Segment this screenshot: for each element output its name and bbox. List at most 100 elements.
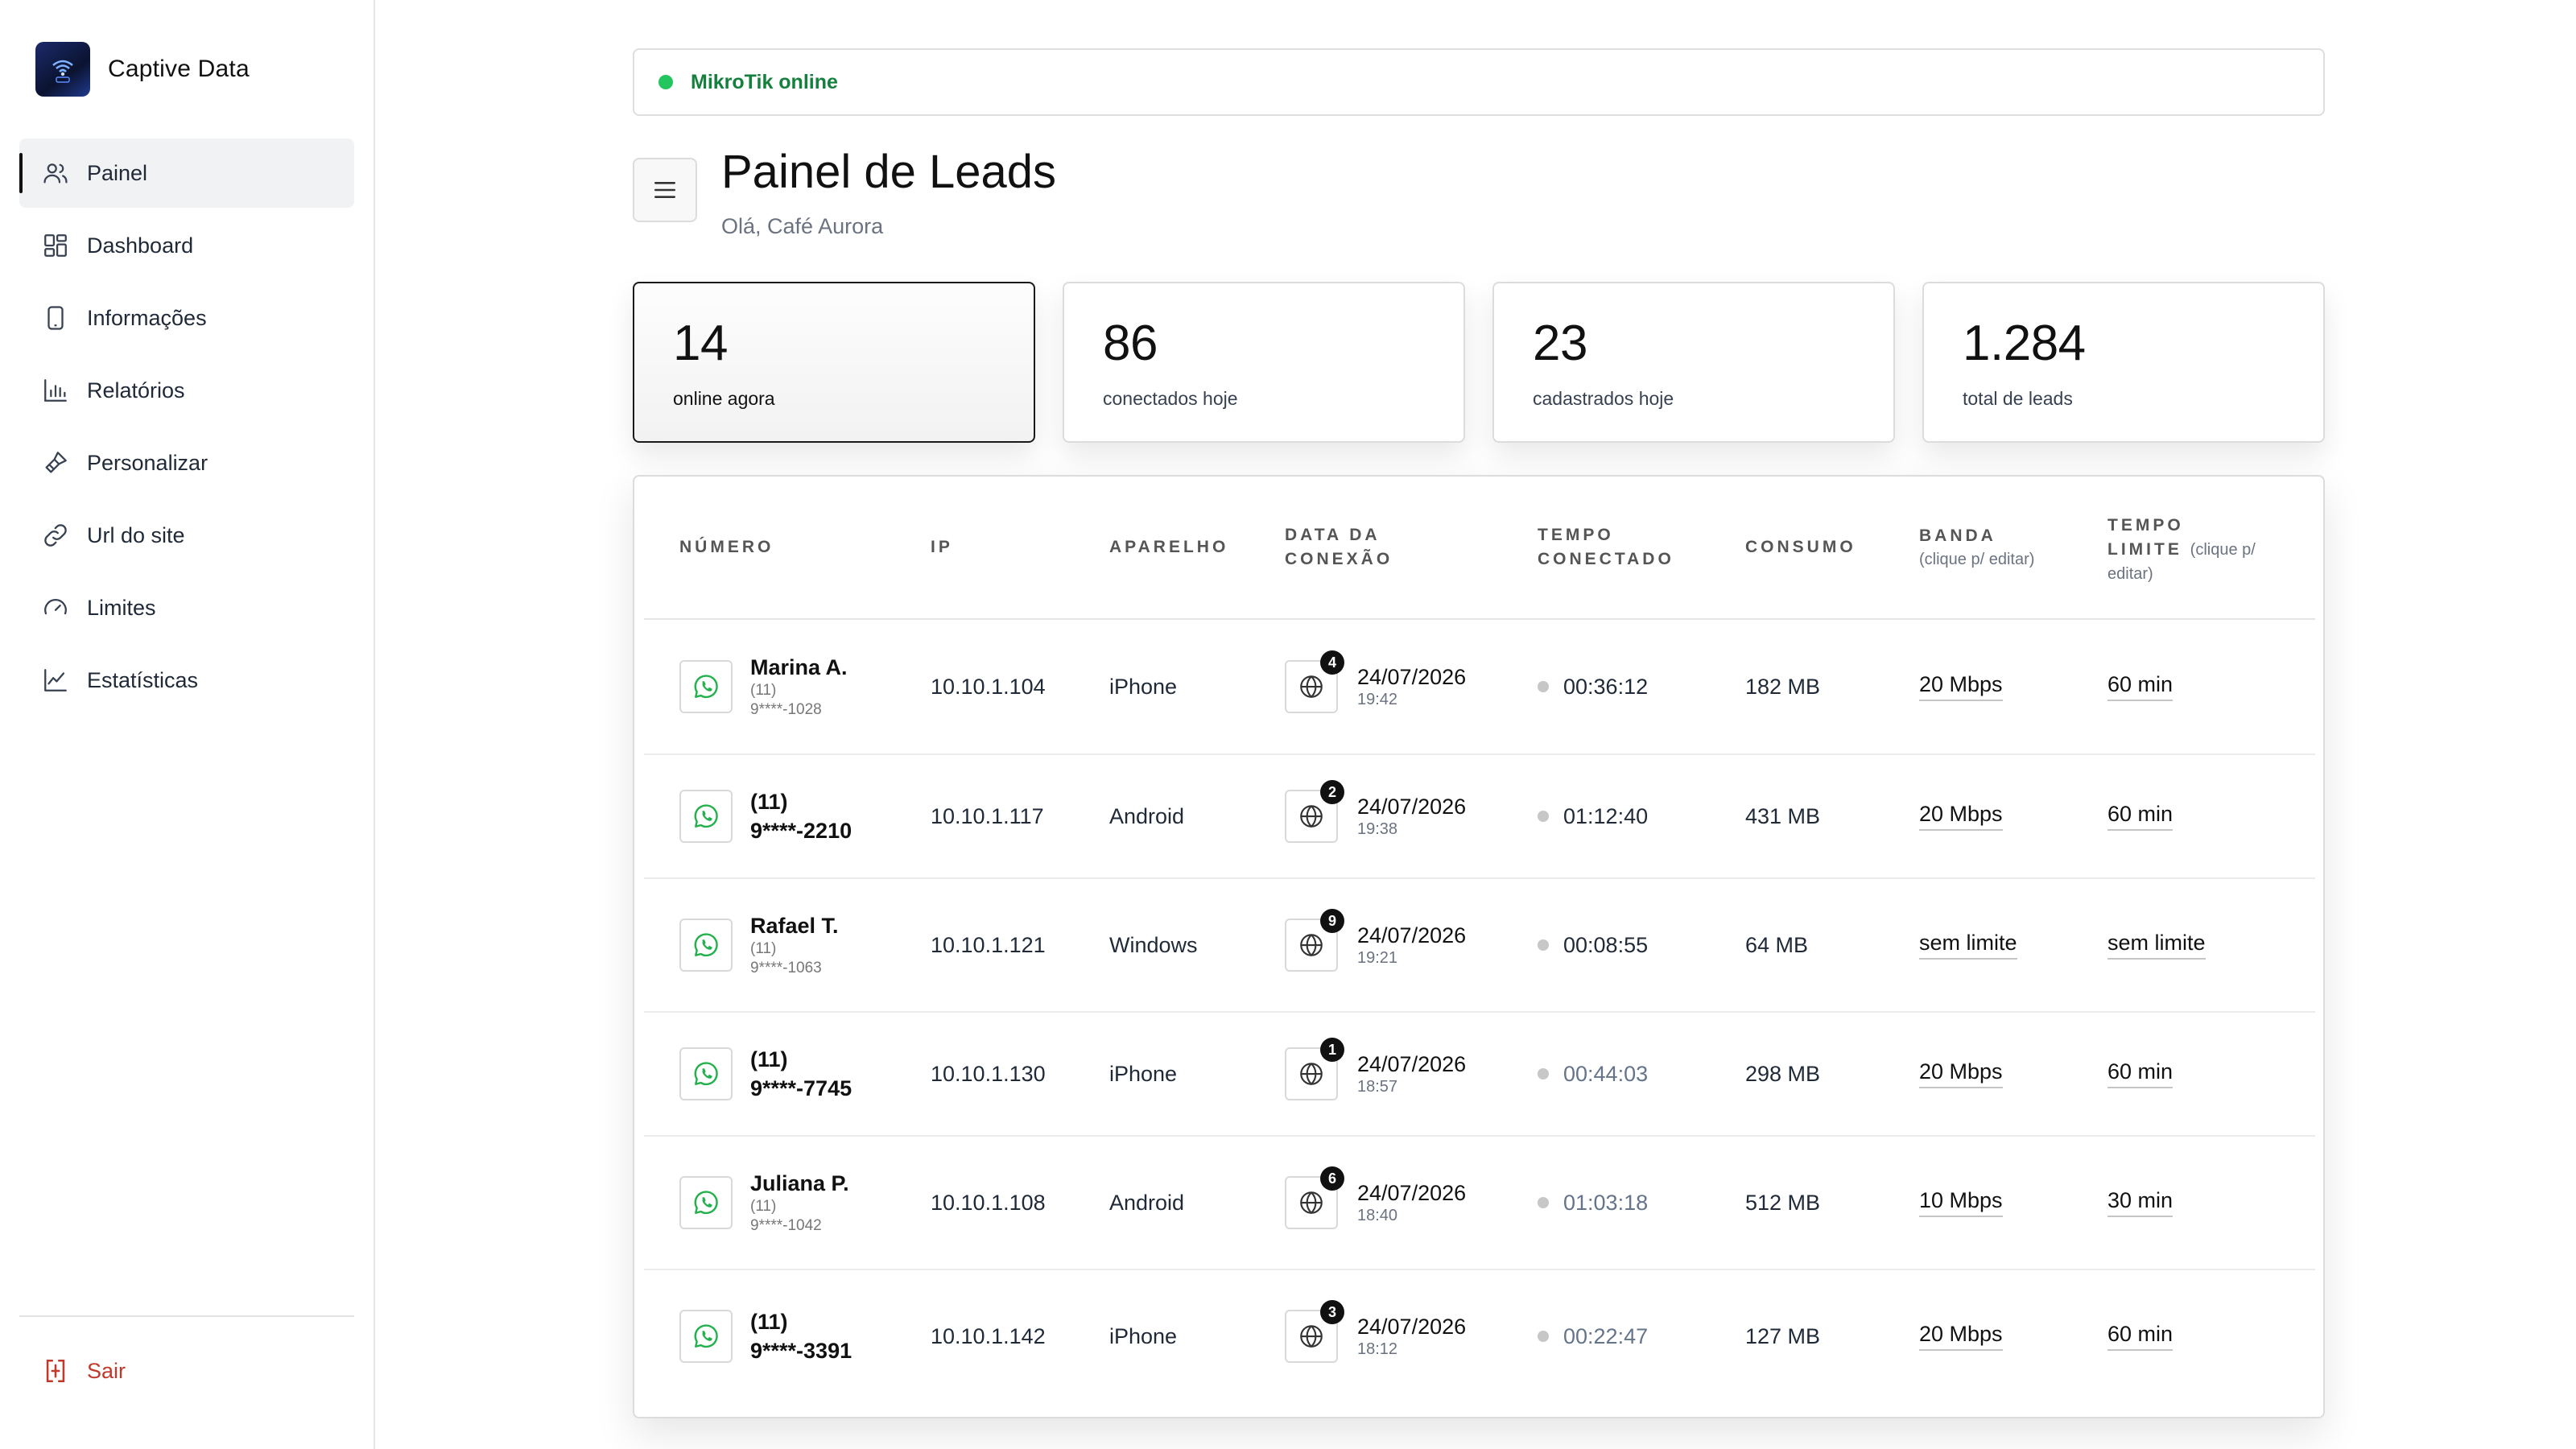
column-header-label: CONEXÃO <box>1285 550 1393 568</box>
globe-icon <box>1300 805 1323 828</box>
sidebar-item-url-do-site[interactable]: Url do site <box>19 501 354 570</box>
column-header-consumo[interactable]: CONSUMO <box>1745 477 1856 618</box>
column-header-tempo-limite[interactable]: TEMPO LIMITE (clique p/ editar) <box>2107 477 2268 618</box>
brush-icon <box>45 452 67 473</box>
whatsapp-button[interactable] <box>679 790 733 843</box>
cell-consumo: 298 MB <box>1745 1061 1821 1086</box>
column-header-note: (clique p/ editar) <box>2107 541 2256 583</box>
time-limit-edit-link[interactable]: 60 min <box>2107 802 2174 831</box>
cell-banda: sem limite <box>1919 879 2017 1011</box>
sidebar-item-personalizar[interactable]: Personalizar <box>19 428 354 497</box>
column-header-label: CONSUMO <box>1745 538 1856 556</box>
table-row: Marina A. (11) 9****-1028 10.10.1.104 iPhone… <box>644 620 2315 755</box>
brand[interactable]: Captive Data <box>35 42 250 97</box>
visit-count-badge: 2 <box>1320 780 1344 804</box>
stat-value: 23 <box>1533 316 1587 371</box>
connection-history-button[interactable]: 6 <box>1285 1166 1344 1229</box>
cell-banda: 20 Mbps <box>1919 620 2003 753</box>
sidebar-item-label: Personalizar <box>87 450 208 475</box>
sidebar-item-estatisticas[interactable]: Estatísticas <box>19 646 354 715</box>
cell-aparelho: Windows <box>1109 932 1198 957</box>
column-header-ip[interactable]: IP <box>931 477 953 618</box>
stat-card-registered-today[interactable]: 23 cadastrados hoje <box>1492 282 1895 443</box>
cell-ip: 10.10.1.130 <box>931 1061 1046 1086</box>
logout-button[interactable]: Sair <box>42 1357 126 1385</box>
lead-area-code: (11) <box>750 1047 788 1071</box>
connection-history-button[interactable]: 1 <box>1285 1038 1344 1100</box>
lead-identity: (11) 9****-3391 <box>750 1307 852 1365</box>
column-header-tempo-conectado[interactable]: TEMPO CONECTADO <box>1538 477 1674 618</box>
whatsapp-button[interactable] <box>679 1176 733 1229</box>
connected-time: 00:22:47 <box>1563 1323 1649 1348</box>
time-limit-edit-link[interactable]: 60 min <box>2107 672 2174 701</box>
session-status-dot <box>1538 939 1549 951</box>
column-header-numero[interactable]: NÚMERO <box>679 477 774 618</box>
link-icon <box>44 524 67 547</box>
connection-history-button[interactable]: 9 <box>1285 909 1344 972</box>
cell-numero: Juliana P. (11) 9****-1042 <box>679 1137 849 1269</box>
bandwidth-edit-link[interactable]: 20 Mbps <box>1919 672 2003 701</box>
column-header-aparelho[interactable]: APARELHO <box>1109 477 1228 618</box>
bandwidth-edit-link[interactable]: sem limite <box>1919 931 2017 960</box>
whatsapp-icon <box>694 1324 718 1348</box>
sidebar-item-label: Limites <box>87 595 156 620</box>
bandwidth-edit-link[interactable]: 10 Mbps <box>1919 1188 2003 1217</box>
lead-name: Marina A. <box>750 655 848 679</box>
visit-count-badge: 6 <box>1320 1166 1344 1191</box>
session-status-dot <box>1538 681 1549 692</box>
sidebar-item-limites[interactable]: Limites <box>19 573 354 642</box>
sidebar-item-informacoes[interactable]: Informações <box>19 283 354 353</box>
session-status-dot <box>1538 1331 1549 1342</box>
connection-history-button[interactable]: 2 <box>1285 780 1344 843</box>
connection-history-button[interactable]: 4 <box>1285 650 1344 713</box>
whatsapp-icon <box>694 933 718 957</box>
stat-card-total-leads[interactable]: 1.284 total de leads <box>1922 282 2325 443</box>
whatsapp-button[interactable] <box>679 1047 733 1100</box>
cell-tempo-limite: 30 min <box>2107 1137 2174 1269</box>
cell-data-conexao: 1 24/07/2026 18:57 <box>1285 1013 1466 1135</box>
bandwidth-edit-link[interactable]: 20 Mbps <box>1919 1322 2003 1351</box>
column-header-label: CONECTADO <box>1538 550 1674 568</box>
sidebar-item-relatorios[interactable]: Relatórios <box>19 356 354 425</box>
time-limit-edit-link[interactable]: 30 min <box>2107 1188 2174 1217</box>
stats-cards: 14 online agora 86 conectados hoje 23 ca… <box>633 282 2325 443</box>
sidebar-item-dashboard[interactable]: Dashboard <box>19 211 354 280</box>
bandwidth-edit-link[interactable]: 20 Mbps <box>1919 1059 2003 1088</box>
connected-time: 00:08:55 <box>1563 932 1649 957</box>
stat-card-connected-today[interactable]: 86 conectados hoje <box>1063 282 1465 443</box>
status-dot <box>658 75 673 89</box>
cell-data-conexao: 9 24/07/2026 19:21 <box>1285 879 1466 1011</box>
column-header-note: (clique p/ editar) <box>1919 551 2035 568</box>
menu-toggle-button[interactable] <box>633 158 697 222</box>
column-header-label: APARELHO <box>1109 538 1229 556</box>
whatsapp-icon <box>694 1062 718 1086</box>
connection-history-button[interactable]: 3 <box>1285 1300 1344 1363</box>
time-limit-edit-link[interactable]: 60 min <box>2107 1322 2174 1351</box>
bandwidth-edit-link[interactable]: 20 Mbps <box>1919 802 2003 831</box>
stat-card-online[interactable]: 14 online agora <box>633 282 1035 443</box>
connection-date: 24/07/2026 <box>1357 1181 1467 1205</box>
cell-tempo-conectado: 00:08:55 <box>1538 879 1648 1011</box>
logout-icon <box>46 1359 65 1383</box>
app-name: Captive Data <box>108 56 250 82</box>
column-header-banda[interactable]: BANDA (clique p/ editar) <box>1919 477 2040 618</box>
lead-identity: (11) 9****-7745 <box>750 1045 852 1103</box>
whatsapp-button[interactable] <box>679 919 733 972</box>
lead-area-code: (11) <box>750 682 777 699</box>
column-header-data-conexao[interactable]: DATA DA CONEXÃO <box>1285 477 1393 618</box>
cell-aparelho: iPhone <box>1109 674 1178 699</box>
whatsapp-button[interactable] <box>679 1310 733 1363</box>
connection-date: 24/07/2026 <box>1357 795 1467 819</box>
column-header-label: DATA DA <box>1285 526 1381 544</box>
sidebar-item-painel[interactable]: Painel <box>19 138 354 208</box>
cell-data-conexao: 3 24/07/2026 18:12 <box>1285 1270 1466 1402</box>
time-limit-edit-link[interactable]: 60 min <box>2107 1059 2174 1088</box>
connected-time: 00:36:12 <box>1563 674 1649 699</box>
cell-banda: 20 Mbps <box>1919 755 2003 877</box>
cell-aparelho: Android <box>1109 1190 1185 1215</box>
connection-date: 24/07/2026 <box>1357 665 1467 689</box>
connection-time: 19:38 <box>1357 820 1398 838</box>
whatsapp-button[interactable] <box>679 660 733 713</box>
time-limit-edit-link[interactable]: sem limite <box>2107 931 2206 960</box>
sidebar-item-label: Url do site <box>87 522 185 547</box>
